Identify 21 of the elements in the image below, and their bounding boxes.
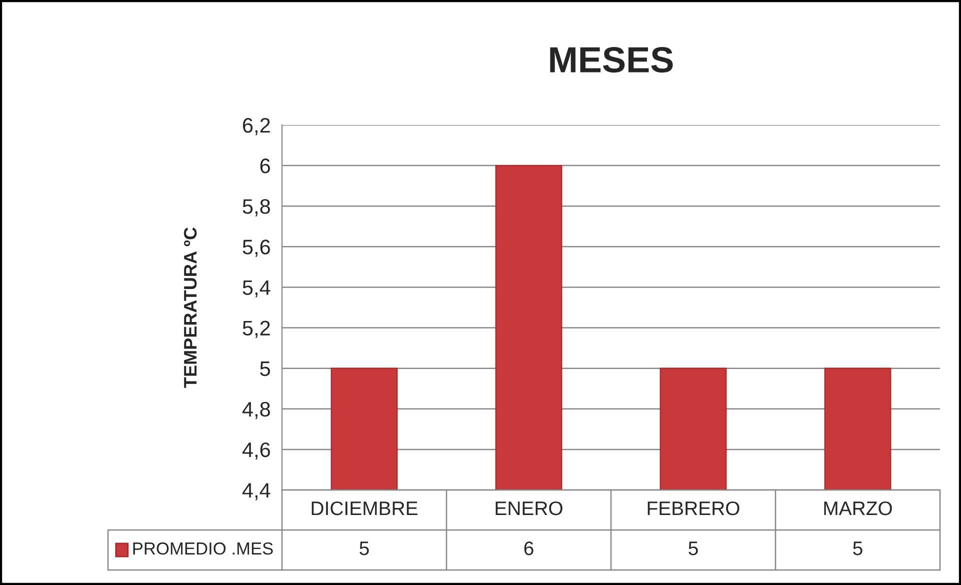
legend-label: PROMEDIO .MES	[133, 542, 273, 555]
y-tick-label: 6	[260, 158, 270, 174]
x-tick-label: ENERO	[496, 501, 562, 516]
y-tick-label: 5,8	[242, 199, 270, 216]
y-tick-label: 5,6	[242, 240, 270, 257]
y-tick-label: 4,6	[242, 442, 270, 460]
y-tick-label: 6,2	[242, 118, 270, 136]
chart-title: MESES	[550, 47, 673, 73]
x-tick-label: MARZO	[824, 501, 892, 516]
data-label: 5	[360, 542, 369, 556]
x-tick-label: DICIEMBRE	[312, 501, 418, 516]
y-tick-label: 4,8	[242, 402, 270, 420]
y-tick-label: 4,4	[242, 483, 270, 500]
data-label: 5	[688, 542, 698, 556]
x-tick-label: FEBRERO	[648, 501, 740, 516]
data-label: 5	[853, 542, 862, 556]
y-axis-title: TEMPERATURA ºC	[184, 227, 197, 388]
data-label: 6	[524, 541, 534, 556]
y-tick-label: 5,2	[242, 320, 270, 338]
y-tick-label: 5,4	[242, 280, 270, 298]
y-tick-label: 5	[260, 362, 270, 376]
